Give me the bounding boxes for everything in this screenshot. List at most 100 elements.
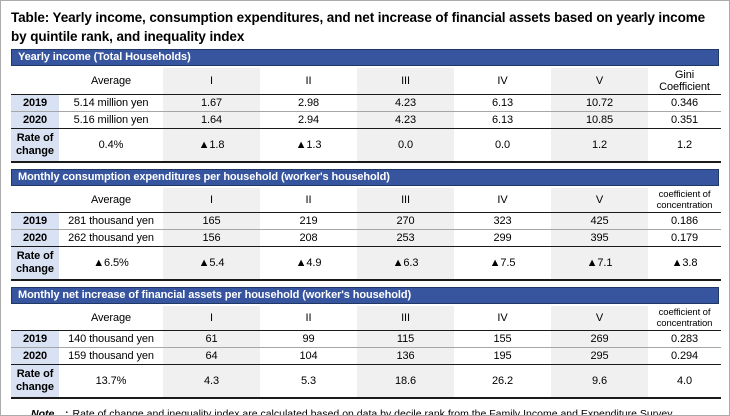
- consumption-expenditures-table: Average I II III IV V coefficient of con…: [11, 188, 721, 281]
- cell: ▲6.5%: [59, 246, 163, 281]
- row-label: 2020: [11, 347, 59, 365]
- cell: 0.4%: [59, 128, 163, 163]
- cell: ▲6.3: [357, 246, 454, 281]
- row-label: 2020: [11, 229, 59, 247]
- table-header-row: Average I II III IV V coefficient of con…: [11, 188, 721, 213]
- column-header: III: [357, 188, 454, 213]
- cell: 26.2: [454, 364, 551, 399]
- cell: 4.3: [163, 364, 260, 399]
- column-header: IV: [454, 306, 551, 331]
- cell: 5.3: [260, 364, 357, 399]
- row-label: Rate of change: [11, 246, 59, 281]
- section-heading: Monthly consumption expenditures per hou…: [11, 169, 719, 186]
- note-text: Rate of change and inequality index are …: [72, 408, 675, 416]
- column-header: coefficient of concentration: [648, 188, 721, 213]
- cell: 99: [260, 330, 357, 348]
- yearly-income-table: Average I II III IV V Gini Coefficient 2…: [11, 68, 721, 163]
- cell: 5.14 million yen: [59, 94, 163, 112]
- column-header: I: [163, 306, 260, 331]
- cell: 4.23: [357, 94, 454, 112]
- cell: 4.0: [648, 364, 721, 399]
- section-heading: Monthly net increase of financial assets…: [11, 287, 719, 304]
- column-header: III: [357, 306, 454, 331]
- cell: 156: [163, 229, 260, 247]
- cell: 104: [260, 347, 357, 365]
- table-row-2020: 2020 262 thousand yen 156 208 253 299 39…: [11, 229, 721, 247]
- column-header: II: [260, 68, 357, 95]
- table-row-rate-of-change: Rate of change ▲6.5% ▲5.4 ▲4.9 ▲6.3 ▲7.5…: [11, 246, 721, 281]
- row-label: 2019: [11, 212, 59, 230]
- cell: 1.2: [551, 128, 648, 163]
- cell: 10.85: [551, 111, 648, 129]
- cell: 295: [551, 347, 648, 365]
- column-header: [11, 306, 59, 331]
- table-row-2019: 2019 140 thousand yen 61 99 115 155 269 …: [11, 330, 721, 348]
- financial-assets-table: Average I II III IV V coefficient of con…: [11, 306, 721, 399]
- cell: 2.98: [260, 94, 357, 112]
- column-header: IV: [454, 188, 551, 213]
- cell: ▲7.5: [454, 246, 551, 281]
- note-label: Note: [31, 408, 55, 416]
- cell: 1.2: [648, 128, 721, 163]
- row-label: 2020: [11, 111, 59, 129]
- column-header: [11, 68, 59, 95]
- cell: 0.283: [648, 330, 721, 348]
- column-header: V: [551, 306, 648, 331]
- cell: ▲1.3: [260, 128, 357, 163]
- cell: ▲3.8: [648, 246, 721, 281]
- section-net-increase-financial-assets: Monthly net increase of financial assets…: [11, 287, 721, 399]
- cell: 262 thousand yen: [59, 229, 163, 247]
- cell: 0.0: [357, 128, 454, 163]
- footnote-line-1: Note : Rate of change and inequality ind…: [31, 407, 719, 416]
- table-header-row: Average I II III IV V Gini Coefficient: [11, 68, 721, 95]
- row-label: Rate of change: [11, 364, 59, 399]
- cell: 0.179: [648, 229, 721, 247]
- cell: 140 thousand yen: [59, 330, 163, 348]
- cell: 195: [454, 347, 551, 365]
- column-header: coefficient of concentration: [648, 306, 721, 331]
- table-row-2019: 2019 5.14 million yen 1.67 2.98 4.23 6.1…: [11, 94, 721, 112]
- column-header: [11, 188, 59, 213]
- cell: 9.6: [551, 364, 648, 399]
- cell: 1.64: [163, 111, 260, 129]
- cell: 165: [163, 212, 260, 230]
- row-label: Rate of change: [11, 128, 59, 163]
- cell: 61: [163, 330, 260, 348]
- column-header: III: [357, 68, 454, 95]
- column-header: Average: [59, 68, 163, 95]
- column-header: V: [551, 188, 648, 213]
- column-header: I: [163, 68, 260, 95]
- cell: 208: [260, 229, 357, 247]
- section-consumption-expenditures: Monthly consumption expenditures per hou…: [11, 169, 721, 281]
- cell: 323: [454, 212, 551, 230]
- row-label: 2019: [11, 330, 59, 348]
- cell: ▲4.9: [260, 246, 357, 281]
- column-header: V: [551, 68, 648, 95]
- cell: ▲5.4: [163, 246, 260, 281]
- cell: 0.351: [648, 111, 721, 129]
- cell: 0.294: [648, 347, 721, 365]
- cell: 155: [454, 330, 551, 348]
- cell: 159 thousand yen: [59, 347, 163, 365]
- figure-title: Table: Yearly income, consumption expend…: [11, 10, 706, 44]
- cell: 395: [551, 229, 648, 247]
- cell: 299: [454, 229, 551, 247]
- cell: 0.186: [648, 212, 721, 230]
- cell: 4.23: [357, 111, 454, 129]
- column-header: Gini Coefficient: [648, 68, 721, 95]
- table-row-2020: 2020 5.16 million yen 1.64 2.94 4.23 6.1…: [11, 111, 721, 129]
- cell: 6.13: [454, 94, 551, 112]
- cell: 18.6: [357, 364, 454, 399]
- table-row-rate-of-change: Rate of change 13.7% 4.3 5.3 18.6 26.2 9…: [11, 364, 721, 399]
- column-header: II: [260, 188, 357, 213]
- cell: 0.0: [454, 128, 551, 163]
- table-header-row: Average I II III IV V coefficient of con…: [11, 306, 721, 331]
- cell: 253: [357, 229, 454, 247]
- cell: 219: [260, 212, 357, 230]
- note-colon: :: [65, 408, 69, 416]
- footnotes: Note : Rate of change and inequality ind…: [31, 407, 719, 416]
- column-header: IV: [454, 68, 551, 95]
- column-header: Average: [59, 306, 163, 331]
- column-header: II: [260, 306, 357, 331]
